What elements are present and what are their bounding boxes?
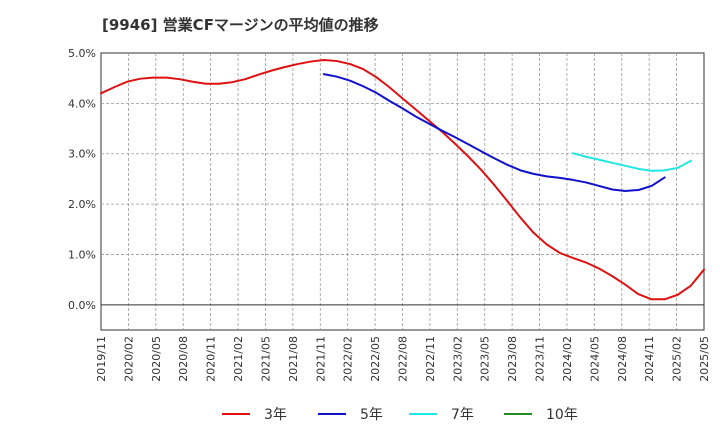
legend: 3年 5年 7年 10年 [222,407,578,423]
y-tick-label: 1.0% [68,248,96,261]
legend-label: 10年 [546,407,578,423]
x-tick-label: 2023/05 [479,336,492,382]
x-tick-label: 2021/02 [232,336,245,382]
x-tick-label: 2020/02 [122,336,135,382]
x-tick-label: 2024/02 [561,336,574,382]
x-tick-label: 2022/08 [397,336,410,382]
x-tick-label: 2025/02 [671,336,684,382]
y-tick-label: 5.0% [68,47,96,60]
x-tick-label: 2019/11 [95,336,108,382]
legend-label: 5年 [360,407,383,423]
x-tick-label: 2021/11 [314,336,327,382]
x-tick-label: 2021/08 [287,336,300,382]
y-tick-label: 3.0% [68,148,96,161]
x-tick-label: 2023/02 [451,336,464,382]
legend-label: 7年 [451,407,474,423]
x-tick-label: 2022/05 [369,336,382,382]
x-tick-label: 2023/11 [534,336,547,382]
legend-label: 3年 [264,407,287,423]
grid [100,52,705,331]
y-tick-label: 2.0% [68,198,96,211]
x-tick-label: 2020/08 [177,336,190,382]
x-tick-label: 2024/05 [588,336,601,382]
x-tick-label: 2022/02 [342,336,355,382]
series-line [100,59,705,301]
x-tick-label: 2021/05 [259,336,272,382]
series-line [322,73,666,192]
y-tick-label: 0.0% [68,299,96,312]
x-tick-label: 2020/05 [150,336,163,382]
x-tick-label: 2023/08 [506,336,519,382]
x-tick-label: 2024/08 [616,336,629,382]
x-tick-label: 2020/11 [205,336,218,382]
x-tick-label: 2025/05 [698,336,711,382]
y-axis-ticks: 0.0% 1.0% 2.0% 3.0% 4.0% 5.0% [68,47,96,312]
chart-title: [9946] 営業CFマージンの平均値の推移 [102,16,379,34]
x-axis-ticks: 2019/11 2020/02 2020/05 2020/08 2020/11 2021/… [95,336,711,382]
x-tick-label: 2022/11 [424,336,437,382]
series-line [571,152,692,172]
x-tick-label: 2024/11 [643,336,656,382]
series-lines [100,59,705,301]
y-tick-label: 4.0% [68,97,96,110]
